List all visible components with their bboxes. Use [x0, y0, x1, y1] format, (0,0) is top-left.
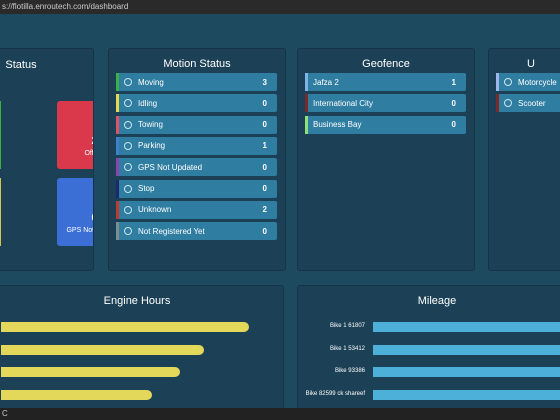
- list-row: Idling 0: [116, 94, 277, 113]
- tile-count: 2: [57, 135, 93, 147]
- mileage-category-label: Bike 1 61807: [329, 323, 365, 329]
- status-tile: 0 GPS Not Updated: [57, 178, 94, 246]
- row-icon: [124, 99, 132, 108]
- tile-edge: [0, 101, 1, 169]
- panel-title: Motion Status: [163, 58, 231, 70]
- tile-count: 0: [57, 212, 93, 224]
- row-icon: [124, 205, 132, 214]
- row-color-stripe: [496, 94, 499, 113]
- list-row: Towing 0: [116, 115, 277, 134]
- row-label: Moving: [138, 77, 164, 87]
- row-icon: [124, 163, 132, 172]
- row-count: 0: [262, 98, 267, 108]
- mileage-category-label: Bike 1 53412: [329, 345, 365, 352]
- row-count: 0: [262, 184, 267, 193]
- row-label: Not Registered Yet: [138, 226, 205, 236]
- footer-bar: C: [0, 408, 560, 420]
- row-color-stripe: [116, 136, 119, 155]
- tile-label: GPS Not Updated: [66, 227, 94, 234]
- row-label: Unknown: [138, 205, 172, 215]
- engine-hours-bar: [1, 367, 180, 377]
- list-row: International City 0: [305, 94, 466, 113]
- row-count: 0: [262, 162, 267, 172]
- row-count: 2: [262, 205, 267, 215]
- row-count: 1: [451, 77, 456, 87]
- vehicle-type-panel: U Motorcycle Scooter: [488, 48, 560, 271]
- panel-title: Engine Hours: [103, 295, 171, 307]
- row-color-stripe: [116, 73, 119, 91]
- row-label: Scooter: [518, 98, 546, 108]
- status-panel: Status 2 Offline 0 GPS Not Updated: [0, 48, 94, 271]
- row-label: International City: [313, 98, 374, 108]
- row-color-stripe: [305, 94, 308, 113]
- row-icon: [124, 227, 132, 236]
- panel-title: Geofence: [362, 58, 410, 70]
- panel-title: U: [527, 58, 535, 70]
- engine-hours-panel: Engine Hours: [0, 285, 284, 415]
- row-count: 0: [451, 98, 456, 108]
- list-row: GPS Not Updated 0: [116, 158, 277, 177]
- tile-edge: [0, 178, 1, 246]
- panel-title: Status: [5, 59, 37, 71]
- row-count: 3: [262, 77, 267, 87]
- list-row: Jafza 2 1: [305, 73, 466, 91]
- row-label: Idling: [138, 98, 158, 108]
- panel-title: Mileage: [417, 295, 457, 307]
- url-bar[interactable]: s://flotilla.enroutech.com/dashboard: [0, 0, 560, 14]
- mileage-bar: [373, 367, 560, 377]
- geofence-panel: Geofence Jafza 2 1 International City 0 Busi…: [297, 48, 475, 271]
- row-icon: [504, 78, 512, 86]
- list-row: Stop 0: [116, 179, 277, 198]
- row-color-stripe: [496, 73, 499, 91]
- row-color-stripe: [116, 94, 119, 113]
- mileage-bar: [373, 389, 560, 400]
- engine-hours-bar: [1, 389, 152, 400]
- mileage-bar: [373, 344, 560, 355]
- mileage-category-label: Bike 93386: [334, 368, 365, 374]
- motion-status-panel: Motion Status Moving 3 Idling 0 Towing 0 Parki…: [108, 48, 286, 271]
- list-row: Unknown 2: [116, 200, 277, 219]
- row-color-stripe: [116, 115, 119, 134]
- row-label: Towing: [138, 120, 163, 130]
- list-row: Moving 3: [116, 73, 277, 91]
- row-label: Business Bay: [313, 120, 362, 130]
- row-icon: [124, 120, 132, 129]
- row-color-stripe: [305, 115, 308, 134]
- status-tile: 2 Offline: [57, 101, 94, 169]
- row-color-stripe: [116, 222, 119, 241]
- row-icon: [504, 99, 512, 108]
- engine-hours-bar: [1, 322, 249, 332]
- row-count: 0: [262, 120, 267, 130]
- row-icon: [124, 141, 132, 150]
- list-row: Parking 1: [116, 136, 277, 155]
- row-label: GPS Not Updated: [138, 162, 203, 172]
- row-label: Motorcycle: [518, 77, 557, 87]
- list-row: Motorcycle: [496, 73, 560, 91]
- engine-hours-bar: [1, 344, 204, 355]
- row-label: Stop: [138, 184, 155, 193]
- row-icon: [124, 184, 132, 193]
- row-label: Jafza 2: [313, 77, 339, 87]
- row-count: 0: [451, 120, 456, 130]
- row-icon: [124, 78, 132, 86]
- mileage-panel: Mileage Bike 1 61807 Bike 1 53412 Bike 933…: [297, 285, 560, 415]
- list-row: Not Registered Yet 0: [116, 222, 277, 241]
- list-row: Business Bay 0: [305, 115, 466, 134]
- row-color-stripe: [116, 179, 119, 198]
- mileage-category-label: Bike 82599 ck shareef: [305, 390, 365, 397]
- list-row: Scooter: [496, 94, 560, 113]
- row-color-stripe: [116, 158, 119, 177]
- row-label: Parking: [138, 141, 166, 151]
- mileage-bar: [373, 322, 560, 332]
- row-count: 0: [262, 226, 267, 236]
- tile-label: Offline: [84, 150, 94, 157]
- row-color-stripe: [116, 200, 119, 219]
- row-color-stripe: [305, 73, 308, 91]
- row-count: 1: [262, 141, 267, 151]
